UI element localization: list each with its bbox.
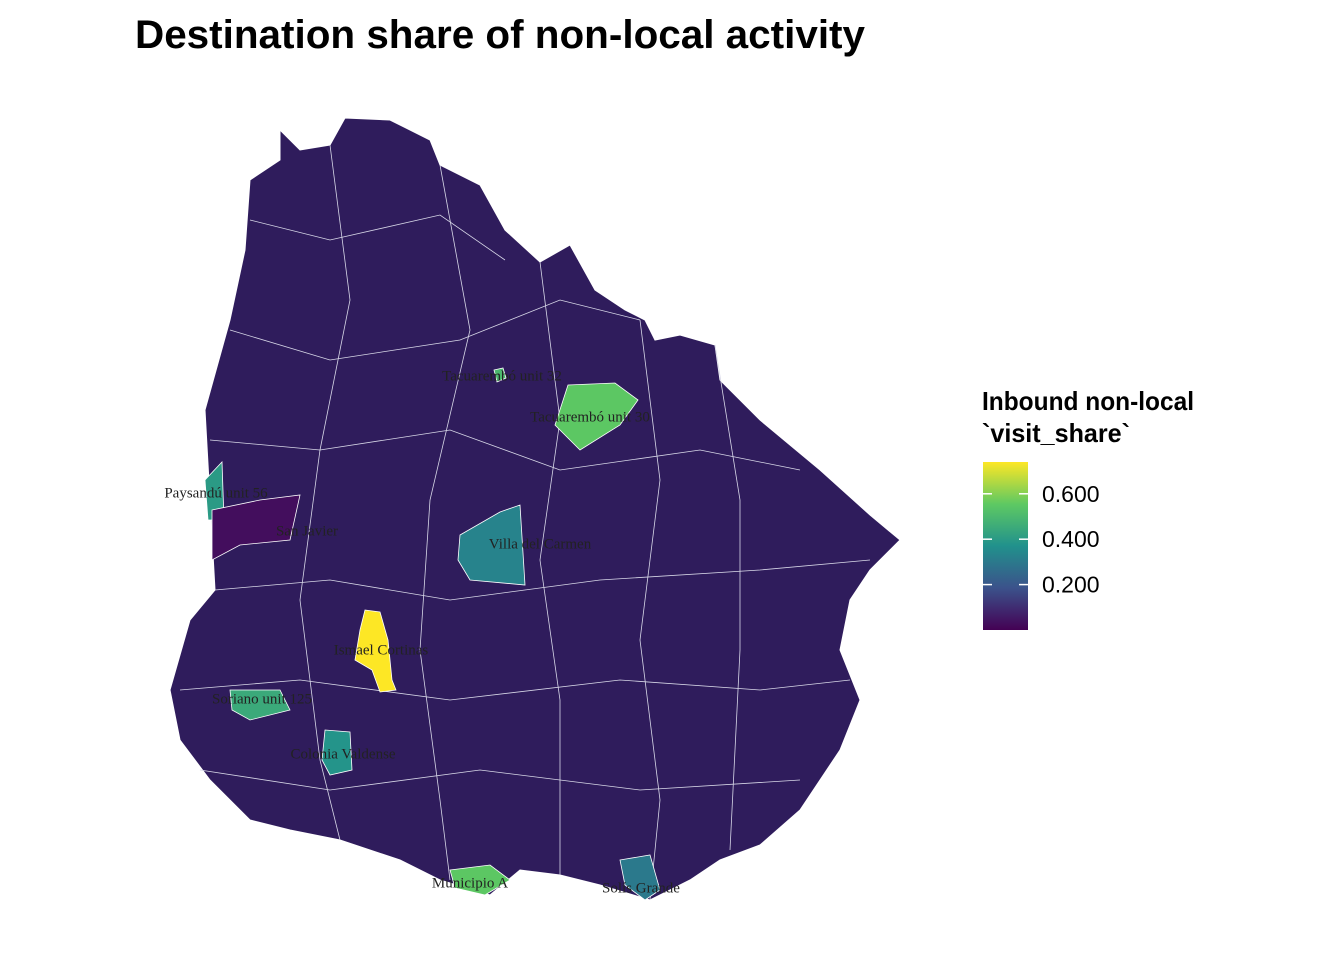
colorbar-tick-label: 0.400 — [1042, 526, 1100, 552]
region-label: Tacuarembó unit 32 — [442, 368, 562, 384]
region-label: Paysandú unit 56 — [164, 485, 268, 501]
title: Destination share of non-local activity — [135, 13, 866, 57]
region — [619, 854, 661, 901]
boundaries — [179, 144, 871, 901]
region-label: Ismael Cortinas — [334, 642, 429, 658]
region — [457, 504, 526, 586]
country-outline — [169, 117, 901, 901]
legend-title: `visit_share` — [982, 418, 1130, 448]
region-label: San Javier — [276, 523, 338, 539]
region — [354, 609, 397, 693]
region — [229, 689, 291, 721]
region-label: Colonia Valdense — [290, 746, 395, 762]
region — [321, 729, 353, 776]
region — [554, 382, 639, 451]
region-label: Villa del Carmen — [489, 536, 592, 552]
region — [449, 864, 511, 896]
region — [211, 494, 301, 561]
legend-title: Inbound non-local — [982, 386, 1194, 416]
region-label: Municipio A — [432, 875, 508, 891]
region-label: Solís Grande — [602, 880, 680, 896]
region — [493, 367, 507, 383]
colorbar-tick-label: 0.200 — [1042, 572, 1100, 598]
colorbar — [983, 462, 1028, 630]
colorbar-tick-label: 0.600 — [1042, 481, 1100, 507]
region-label: Soriano unit 125 — [212, 691, 312, 707]
region-label: Tacuarembó unit 30 — [530, 409, 650, 425]
